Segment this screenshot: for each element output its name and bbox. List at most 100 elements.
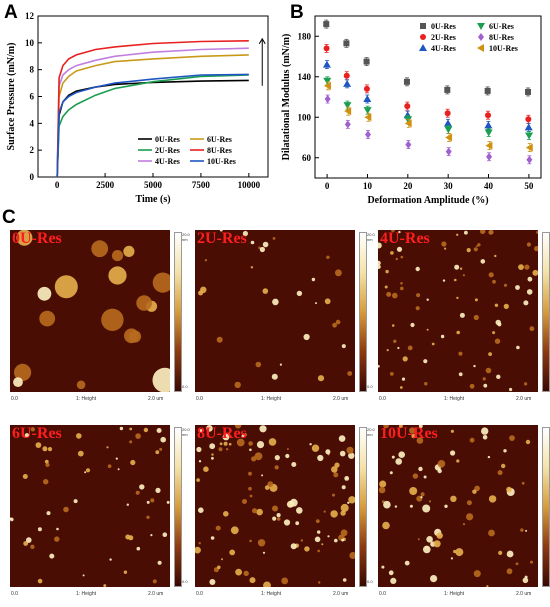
afm-particle xyxy=(276,513,281,518)
afm-particle xyxy=(340,503,349,512)
data-point-1 xyxy=(404,103,411,110)
afm-particle xyxy=(340,529,348,537)
afm-particle xyxy=(480,230,486,234)
afm-particle xyxy=(196,446,202,453)
afm-particle xyxy=(473,314,479,321)
afm-particle xyxy=(198,460,202,463)
afm-particle xyxy=(228,442,232,446)
afm-particle xyxy=(30,544,35,549)
data-point-4 xyxy=(324,95,331,104)
afm-particle xyxy=(469,437,475,443)
legend-marker-3 xyxy=(477,23,485,30)
colorbar-max-label: 20.0 nm xyxy=(367,427,375,437)
afm-particle xyxy=(261,474,264,477)
data-point-3 xyxy=(363,107,372,115)
afm-particle xyxy=(488,230,493,235)
afm-particle xyxy=(272,298,279,306)
afm-particles xyxy=(13,230,170,392)
y-tick-label: 180 xyxy=(298,31,312,41)
afm-particle xyxy=(390,251,394,255)
afm-particle xyxy=(157,560,162,565)
series-line-4 xyxy=(56,40,249,178)
afm-particle xyxy=(392,292,398,299)
afm-particle xyxy=(91,240,109,258)
data-point-0 xyxy=(403,78,410,85)
afm-particle xyxy=(333,472,339,478)
afm-particle xyxy=(217,565,221,570)
afm-particle xyxy=(256,441,265,449)
data-point-0 xyxy=(363,58,370,65)
data-point-3 xyxy=(403,116,412,124)
afm-particle xyxy=(458,372,463,377)
afm-colorbar xyxy=(174,232,182,392)
afm-particle xyxy=(82,574,85,577)
data-point-5 xyxy=(323,81,331,90)
afm-particle xyxy=(422,504,431,513)
scale-start-label: 0.0 xyxy=(196,396,203,402)
afm-particle xyxy=(464,230,468,235)
data-point-2 xyxy=(322,60,331,68)
afm-particle xyxy=(39,310,56,327)
legend-marker-4 xyxy=(478,33,484,41)
afm-particle xyxy=(430,575,438,583)
afm-particle xyxy=(274,455,280,461)
data-point-1 xyxy=(343,72,350,79)
x-tick-label: 0 xyxy=(55,180,60,190)
data-point-3 xyxy=(444,126,453,134)
dilatational-modulus-chart: 0 10 20 30 40 50 60 100 140 180 Deformation Amplit… xyxy=(281,15,542,206)
afm-particle xyxy=(221,558,223,561)
scale-start-label: 0.0 xyxy=(379,591,386,597)
afm-sample-label: 0U-Res xyxy=(12,230,62,247)
afm-particle xyxy=(223,441,228,446)
afm-particle xyxy=(399,425,403,428)
afm-particle xyxy=(378,486,386,494)
afm-particle xyxy=(473,570,481,578)
afm-particle xyxy=(426,328,429,331)
afm-particle xyxy=(46,511,51,516)
afm-particle xyxy=(44,459,49,464)
afm-particle xyxy=(229,549,236,556)
afm-particle xyxy=(423,475,427,479)
afm-particle xyxy=(338,435,346,442)
afm-particle xyxy=(488,272,494,278)
afm-particle xyxy=(469,383,475,389)
afm-particle xyxy=(215,525,221,531)
colorbar-min-label: 0.0 xyxy=(182,384,188,389)
afm-particle xyxy=(13,377,23,387)
afm-particle xyxy=(532,269,538,276)
afm-particle xyxy=(271,373,278,380)
afm-particle xyxy=(423,359,428,364)
afm-particle xyxy=(332,493,335,497)
afm-particle xyxy=(417,538,420,541)
afm-particle xyxy=(250,240,255,245)
afm-particle xyxy=(497,470,503,476)
x-tick-label: 10 xyxy=(363,181,373,191)
afm-particle xyxy=(527,276,533,282)
legend-label-3: 6U-Res xyxy=(207,135,232,144)
afm-particle xyxy=(234,425,242,429)
x-tick-label: 0 xyxy=(325,181,330,191)
series-line-5 xyxy=(56,73,249,178)
x-tick-label: 50 xyxy=(524,181,534,191)
afm-particle xyxy=(156,428,162,433)
y-tick-label: 12 xyxy=(25,11,35,21)
afm-particle xyxy=(216,336,223,343)
afm-particle xyxy=(317,530,321,534)
afm-particle xyxy=(409,504,413,508)
afm-particle xyxy=(450,450,456,456)
afm-particle xyxy=(466,500,472,506)
afm-particle xyxy=(488,352,492,356)
afm-particle xyxy=(341,344,346,349)
afm-particle xyxy=(426,298,429,301)
afm-particle xyxy=(424,382,428,386)
afm-particle xyxy=(129,427,133,431)
afm-particle xyxy=(389,372,394,376)
afm-particle xyxy=(466,248,471,253)
afm-particle xyxy=(152,579,157,584)
legend-label-0: 0U-Res xyxy=(431,22,456,31)
afm-particle xyxy=(423,545,431,554)
afm-particle xyxy=(43,479,49,485)
afm-particle xyxy=(525,529,528,532)
afm-particle xyxy=(272,505,278,512)
scale-start-label: 0.0 xyxy=(196,591,203,597)
